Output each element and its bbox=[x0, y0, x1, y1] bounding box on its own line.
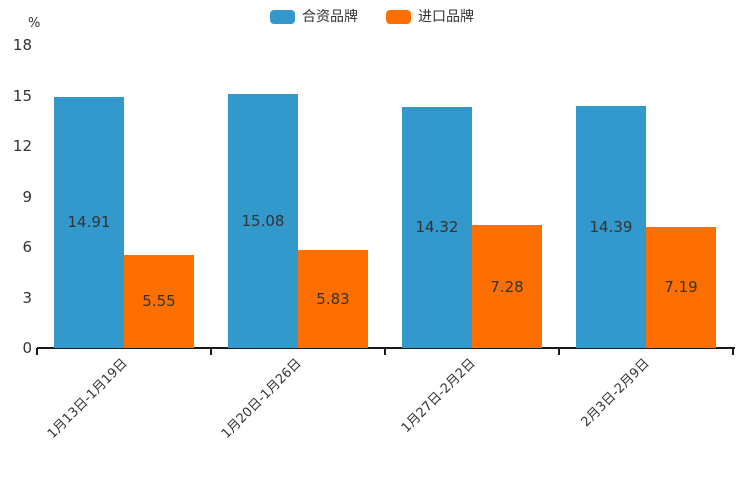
legend-label: 合资品牌 bbox=[302, 9, 358, 25]
x-axis-tick bbox=[36, 348, 38, 355]
bar-value-label: 5.55 bbox=[142, 292, 176, 311]
y-axis-tick-label: 15 bbox=[12, 86, 32, 105]
y-axis-tick-label: 6 bbox=[22, 238, 32, 256]
legend: 合资品牌 进口品牌 bbox=[0, 8, 744, 26]
legend-label: 进口品牌 bbox=[418, 9, 474, 25]
bar-value-label: 14.32 bbox=[415, 218, 459, 237]
bar-series1-cat4: 14.39 bbox=[576, 105, 646, 348]
bar-series1-cat3: 14.32 bbox=[402, 106, 472, 348]
y-axis-unit-label: % bbox=[28, 16, 41, 31]
bar-value-label: 7.28 bbox=[490, 277, 524, 296]
y-axis-tick-label: 18 bbox=[12, 36, 32, 54]
bar-value-label: 14.91 bbox=[67, 213, 111, 232]
x-axis-tick bbox=[558, 348, 560, 355]
y-axis-tick-label: 0 bbox=[22, 339, 32, 357]
x-axis-label: 1月27日-2月2日 bbox=[398, 356, 479, 436]
bar-value-label: 5.83 bbox=[316, 289, 350, 308]
x-axis-tick bbox=[384, 348, 386, 355]
legend-swatch-blue bbox=[270, 10, 295, 24]
legend-item-joint-venture-brands[interactable]: 合资品牌 bbox=[270, 8, 358, 26]
x-axis-label: 2月3日-2月9日 bbox=[578, 356, 653, 431]
bar-series2-cat3: 7.28 bbox=[472, 225, 542, 348]
x-axis-label: 1月13日-1月19日 bbox=[44, 356, 131, 442]
x-axis-label: 1月20日-1月26日 bbox=[218, 356, 305, 442]
bar-series2-cat2: 5.83 bbox=[298, 249, 368, 348]
bar-series2-cat4: 7.19 bbox=[646, 226, 716, 348]
y-axis-tick-label: 9 bbox=[22, 187, 32, 206]
x-axis-tick bbox=[210, 348, 212, 355]
x-axis-line bbox=[37, 347, 735, 349]
y-axis-tick-label: 3 bbox=[22, 288, 32, 307]
legend-item-imported-brands[interactable]: 进口品牌 bbox=[386, 8, 474, 26]
bar-value-label: 14.39 bbox=[589, 217, 633, 236]
bar-value-label: 7.19 bbox=[664, 278, 698, 297]
bar-value-label: 15.08 bbox=[241, 212, 285, 231]
x-axis-tick bbox=[732, 348, 734, 355]
y-axis-tick-label: 12 bbox=[12, 137, 32, 155]
legend-swatch-orange bbox=[386, 10, 411, 24]
bar-series2-cat1: 5.55 bbox=[124, 254, 194, 348]
bar-series1-cat1: 14.91 bbox=[54, 97, 124, 348]
bar-series1-cat2: 15.08 bbox=[228, 94, 298, 348]
